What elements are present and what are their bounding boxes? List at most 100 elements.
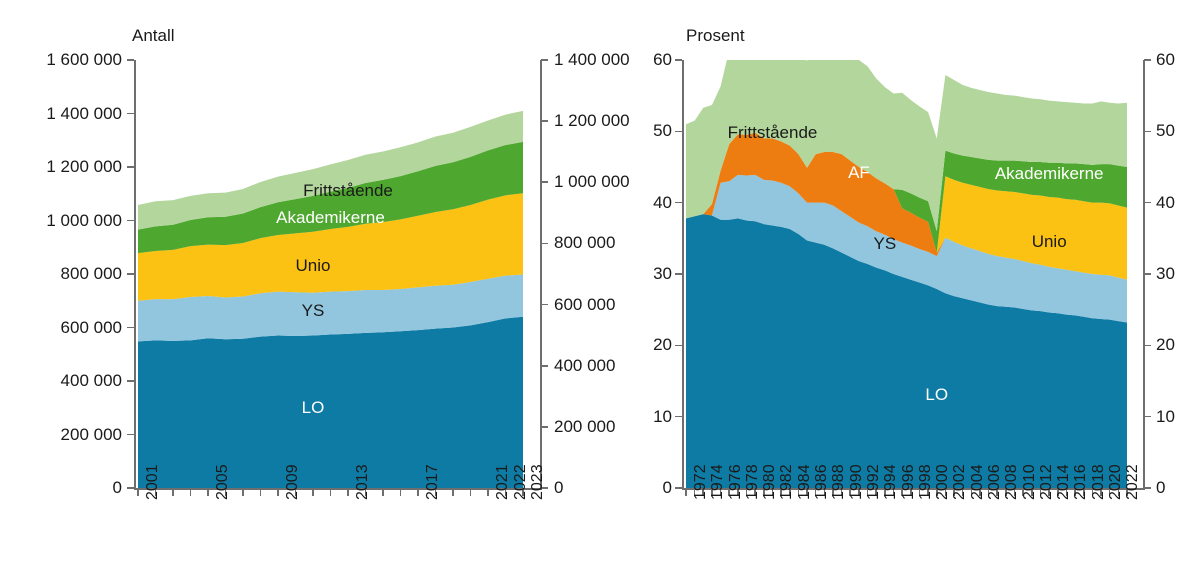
- x-tick: [1082, 489, 1085, 496]
- y-tick-right: [541, 487, 548, 489]
- x-tick: [522, 489, 524, 496]
- y-tick-label-right: 1 200 000: [554, 111, 630, 131]
- x-tick-label: 1982: [778, 464, 796, 500]
- x-tick: [1091, 489, 1094, 496]
- x-tick: [504, 489, 507, 496]
- y-tick-left: [675, 415, 682, 418]
- y-tick-left: [675, 487, 682, 489]
- y-tick-label-right: 30: [1156, 264, 1175, 283]
- x-tick-label: 1984: [795, 464, 813, 500]
- y-tick-label-right: 1 400 000: [554, 50, 630, 69]
- x-tick-label: 1980: [761, 464, 779, 500]
- x-tick: [487, 489, 489, 496]
- x-tick-label: 2022: [511, 464, 529, 500]
- x-tick: [1048, 489, 1050, 496]
- x-tick: [329, 489, 332, 496]
- y-tick-left: [127, 433, 134, 436]
- x-tick: [434, 489, 437, 496]
- plot-area-antall: [138, 60, 523, 488]
- x-tick: [417, 489, 419, 496]
- x-tick: [832, 489, 834, 496]
- x-tick-label: 2014: [1055, 464, 1073, 500]
- x-tick: [996, 489, 999, 496]
- x-tick: [901, 489, 903, 496]
- x-tick: [452, 489, 454, 496]
- x-tick: [399, 489, 402, 496]
- y-axis-left-spine: [134, 60, 136, 489]
- x-tick: [711, 489, 713, 496]
- x-tick: [1108, 489, 1111, 496]
- x-tick: [840, 489, 843, 496]
- x-tick-label: 2008: [1003, 464, 1021, 500]
- x-tick-label: 2009: [284, 464, 301, 500]
- y-tick-left: [127, 273, 134, 275]
- y-tick-right: [1144, 415, 1151, 418]
- x-tick: [693, 489, 696, 496]
- x-tick-label: 1976: [726, 464, 744, 500]
- y-tick-right: [1144, 201, 1151, 204]
- x-tick: [685, 489, 687, 496]
- x-tick-label: 2004: [968, 464, 986, 500]
- x-tick: [137, 489, 139, 496]
- area-series-lo: [686, 214, 1127, 488]
- panel-title-antall: Antall: [132, 26, 175, 45]
- x-axis-spine: [134, 488, 542, 490]
- x-tick: [294, 489, 297, 496]
- y-tick-left: [127, 219, 134, 222]
- x-tick: [728, 489, 731, 496]
- x-tick-label: 2017: [424, 464, 441, 500]
- x-tick: [259, 489, 262, 496]
- x-tick-label: 1994: [882, 464, 900, 500]
- panel-title-prosent: Prosent: [686, 26, 745, 45]
- y-tick-label-right: 0: [554, 478, 564, 497]
- x-tick: [189, 489, 192, 496]
- y-tick-label-right: 20: [1156, 335, 1175, 355]
- x-tick-label: 2016: [1072, 464, 1090, 500]
- x-tick: [884, 489, 886, 496]
- area-series-akademikerne: [138, 141, 523, 254]
- y-tick-label-left: 400 000: [60, 371, 122, 390]
- y-tick-right: [541, 303, 548, 306]
- x-tick-label: 2005: [214, 464, 231, 500]
- x-tick: [224, 489, 227, 496]
- x-tick-label: 1986: [813, 464, 831, 500]
- x-tick: [1022, 489, 1025, 496]
- x-tick: [866, 489, 869, 496]
- y-tick-left: [127, 326, 134, 329]
- x-tick-label: 2018: [1089, 464, 1107, 500]
- y-tick-left: [675, 344, 682, 347]
- x-tick: [172, 489, 174, 496]
- y-tick-label-left: 10: [653, 406, 672, 426]
- x-tick: [771, 489, 774, 496]
- y-tick-label-left: 0: [112, 478, 122, 497]
- x-tick: [702, 489, 705, 496]
- x-tick-label: 2012: [1037, 464, 1055, 500]
- x-tick-label: 1972: [692, 464, 709, 500]
- x-tick: [953, 489, 955, 496]
- y-tick-left: [127, 166, 134, 168]
- x-tick: [382, 489, 384, 496]
- x-tick-label: 2023: [529, 464, 546, 500]
- y-tick-label-right: 40: [1156, 192, 1175, 212]
- y-tick-left: [675, 201, 682, 204]
- x-tick: [1039, 489, 1042, 496]
- y-tick-label-right: 600 000: [554, 294, 616, 314]
- x-tick: [979, 489, 981, 496]
- y-tick-right: [1144, 130, 1151, 133]
- x-tick: [1100, 489, 1102, 496]
- x-tick: [858, 489, 860, 496]
- x-tick-label: 2002: [951, 464, 969, 500]
- y-tick-right: [541, 242, 548, 245]
- x-tick: [242, 489, 244, 496]
- x-tick: [944, 489, 947, 496]
- x-tick: [788, 489, 791, 496]
- x-tick: [780, 489, 782, 496]
- x-tick: [719, 489, 722, 496]
- x-tick-label: 1988: [830, 464, 848, 500]
- x-tick: [347, 489, 349, 496]
- x-tick: [1065, 489, 1068, 496]
- y-tick-right: [1144, 344, 1151, 347]
- x-tick: [745, 489, 748, 496]
- x-tick-label: 1996: [899, 464, 917, 500]
